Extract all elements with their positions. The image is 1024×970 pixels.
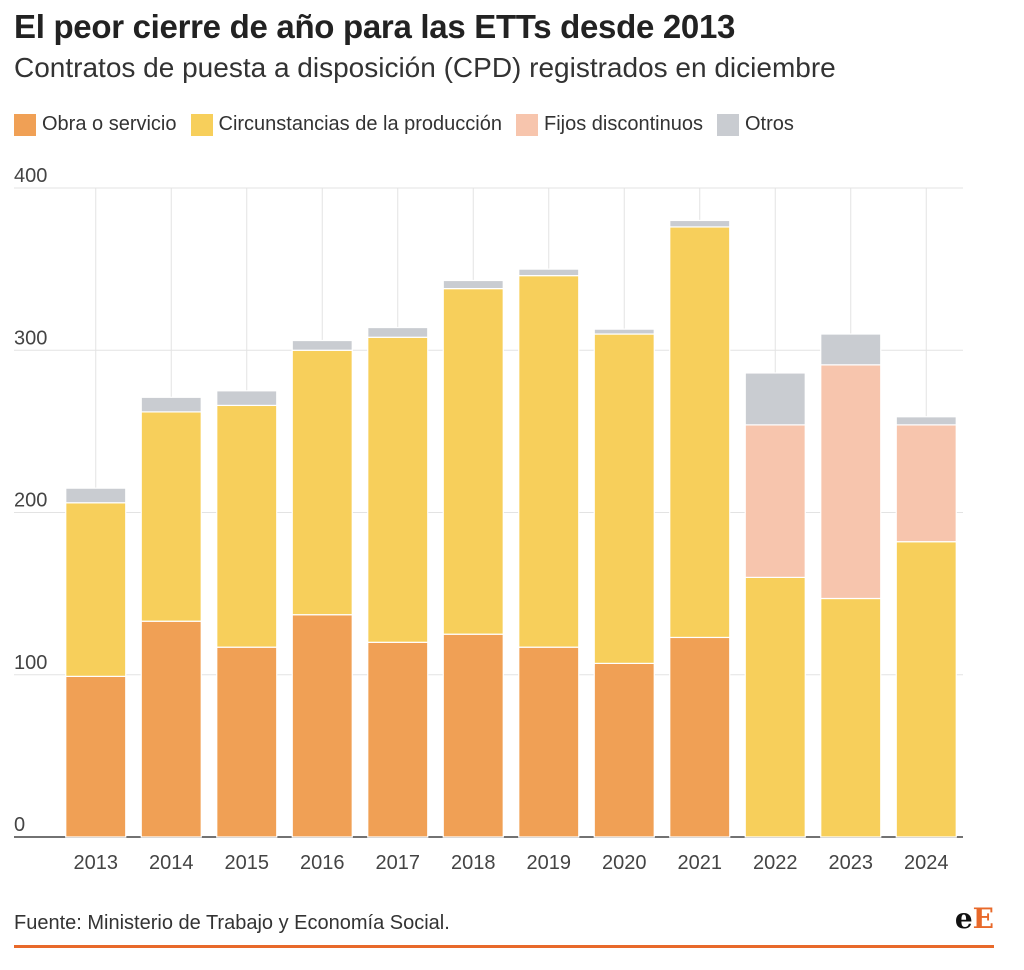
bar-segment-obra-2013: [65, 675, 127, 838]
x-tick-label: 2015: [225, 852, 270, 874]
bar-segment-circunstancias-2015: [216, 404, 278, 648]
x-tick-label: 2016: [300, 852, 345, 874]
y-tick-label: 300: [14, 327, 47, 349]
bar-segment-otros-2016: [291, 339, 353, 351]
bar-segment-fijos-2023: [820, 364, 882, 600]
x-tick-label: 2021: [678, 852, 723, 874]
footer-accent-line: [14, 945, 994, 948]
bar-segment-obra-2018: [442, 633, 504, 838]
x-tick-label: 2013: [74, 852, 119, 874]
bar-segment-otros-2020: [593, 328, 655, 335]
x-tick-label: 2023: [829, 852, 874, 874]
y-tick-label: 400: [14, 165, 47, 187]
bar-segment-obra-2015: [216, 646, 278, 838]
bar-segment-obra-2020: [593, 662, 655, 838]
x-tick-label: 2018: [451, 852, 496, 874]
bar-segment-otros-2018: [442, 279, 504, 290]
x-tick-label: 2019: [527, 852, 572, 874]
legend-label-fijos: Fijos discontinuos: [544, 113, 703, 135]
x-tick-label: 2014: [149, 852, 194, 874]
y-axis-ticks: 0 100 200 300 400: [14, 165, 47, 836]
bar-segment-obra-2019: [518, 646, 580, 838]
legend-swatch-obra: [14, 113, 36, 136]
bar-segment-circunstancias-2018: [442, 287, 504, 635]
source-note: Fuente: Ministerio de Trabajo y Economía…: [14, 912, 450, 934]
legend-item-obra: Obra o servicio: [14, 113, 177, 136]
bar-segment-otros-2013: [65, 487, 127, 504]
legend-swatch-circunstancias: [190, 113, 213, 136]
bar-segment-otros-2023: [820, 333, 882, 366]
bar-segment-circunstancias-2021: [669, 226, 731, 639]
chart-subtitle: Contratos de puesta a disposición (CPD) …: [14, 52, 836, 83]
bar-segment-obra-2017: [367, 641, 429, 838]
bar-segment-otros-2022: [744, 372, 806, 426]
legend-item-fijos: Fijos discontinuos: [516, 113, 703, 136]
bar-segment-otros-2015: [216, 390, 278, 407]
bar-segment-fijos-2022: [744, 424, 806, 579]
x-tick-label: 2020: [602, 852, 647, 874]
bar-segment-obra-2016: [291, 614, 353, 838]
bars-layer: [65, 219, 957, 838]
bar-segment-circunstancias-2016: [291, 349, 353, 616]
y-tick-label: 100: [14, 652, 47, 674]
logo-big-letter: E: [972, 902, 994, 935]
y-tick-label: 200: [14, 490, 47, 512]
bar-segment-circunstancias-2017: [367, 336, 429, 643]
legend-label-obra: Obra o servicio: [42, 113, 177, 135]
x-axis-ticks: 2013 2014 2015 2016 2017 2018 2019 2020 2021 2022…: [74, 852, 949, 874]
x-tick-label: 2017: [376, 852, 421, 874]
chart-title: El peor cierre de año para las ETTs desd…: [14, 8, 736, 45]
legend-item-circunstancias: Circunstancias de la producción: [190, 113, 503, 136]
bar-segment-otros-2021: [669, 219, 731, 228]
bar-segment-otros-2019: [518, 268, 580, 277]
legend-label-otros: Otros: [744, 113, 794, 135]
legend-label-circunstancias: Circunstancias de la producción: [218, 113, 503, 135]
bar-segment-fijos-2024: [895, 424, 957, 543]
bar-segment-circunstancias-2023: [820, 597, 882, 838]
y-tick-label: 0: [14, 814, 25, 836]
bar-segment-circunstancias-2022: [744, 576, 806, 838]
bar-segment-obra-2014: [140, 620, 202, 838]
bar-segment-circunstancias-2020: [593, 333, 655, 664]
bar-segment-circunstancias-2014: [140, 411, 202, 622]
bar-segment-otros-2024: [895, 416, 957, 426]
publisher-logo: eE: [955, 902, 994, 935]
x-tick-label: 2024: [904, 852, 949, 874]
legend-item-otros: Otros: [716, 113, 794, 136]
bar-segment-circunstancias-2013: [65, 502, 127, 677]
bar-segment-circunstancias-2019: [518, 275, 580, 648]
legend-swatch-otros: [716, 113, 739, 136]
bar-segment-obra-2021: [669, 636, 731, 838]
legend-swatch-fijos: [516, 113, 538, 136]
x-tick-label: 2022: [753, 852, 798, 874]
bar-segment-circunstancias-2024: [895, 541, 957, 838]
bar-segment-otros-2014: [140, 396, 202, 413]
chart-legend: Obra o servicio Circunstancias de la pro…: [14, 113, 808, 136]
logo-small-letter: e: [954, 902, 973, 935]
bar-segment-otros-2017: [367, 326, 429, 338]
